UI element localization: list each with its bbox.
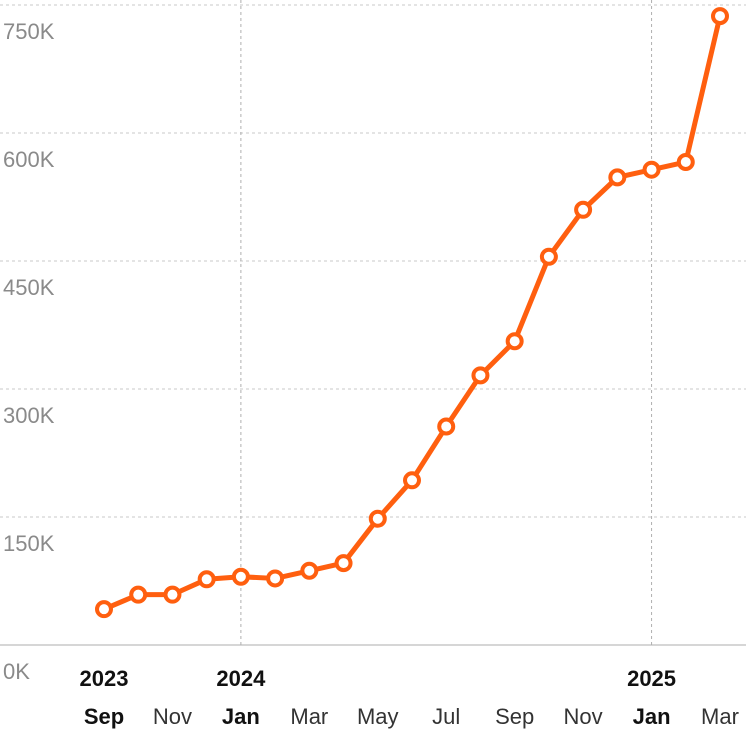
data-point bbox=[403, 471, 421, 490]
data-point bbox=[437, 417, 456, 436]
series-layer bbox=[95, 7, 729, 619]
grid-layer bbox=[0, 0, 746, 646]
x-tick-label: Jan bbox=[222, 704, 260, 729]
x-tick-label: Mar bbox=[290, 704, 328, 729]
x-tick-label: Nov bbox=[153, 704, 192, 729]
y-tick-label: 0K bbox=[3, 659, 30, 684]
x-year-label: 2023 bbox=[80, 666, 129, 691]
y-tick-label: 450K bbox=[3, 275, 55, 300]
x-year-label: 2024 bbox=[216, 666, 266, 691]
x-tick-label: Jul bbox=[432, 704, 460, 729]
data-point bbox=[95, 600, 113, 619]
x-tick-label: Jan bbox=[633, 704, 671, 729]
data-point bbox=[163, 585, 182, 604]
x-tick-label: Nov bbox=[564, 704, 603, 729]
data-point bbox=[129, 585, 148, 604]
x-tick-label: Sep bbox=[495, 704, 534, 729]
y-tick-label: 600K bbox=[3, 147, 55, 172]
data-point bbox=[197, 570, 216, 589]
x-year-label: 2025 bbox=[627, 666, 676, 691]
x-tick-label: May bbox=[357, 704, 399, 729]
data-point bbox=[539, 247, 558, 266]
x-axis-tick-labels: 2023 2024 2025 Sep Nov Jan Mar May Jul Sep Nov Jan M… bbox=[80, 666, 739, 729]
data-point bbox=[505, 332, 524, 351]
data-point bbox=[300, 561, 319, 580]
data-point bbox=[471, 366, 490, 385]
data-point bbox=[711, 7, 729, 26]
data-point bbox=[574, 200, 593, 219]
data-point bbox=[368, 509, 387, 528]
x-tick-label: Sep bbox=[84, 704, 124, 729]
data-point bbox=[334, 554, 353, 573]
series-line bbox=[101, 13, 723, 612]
y-tick-label: 300K bbox=[3, 403, 55, 428]
data-point bbox=[676, 153, 695, 172]
y-tick-label: 750K bbox=[3, 19, 55, 44]
x-tick-label: Mar bbox=[701, 704, 739, 729]
data-point bbox=[642, 160, 661, 179]
data-point bbox=[608, 168, 627, 187]
y-axis-tick-labels: 0K 150K 300K 450K 600K 750K bbox=[3, 19, 55, 684]
data-point bbox=[266, 569, 285, 588]
y-tick-label: 150K bbox=[3, 531, 55, 556]
data-point bbox=[231, 567, 250, 586]
